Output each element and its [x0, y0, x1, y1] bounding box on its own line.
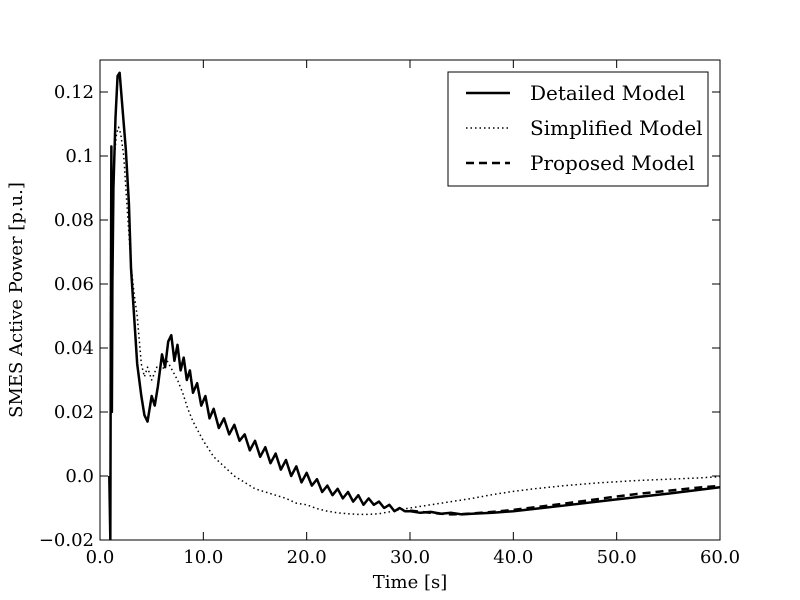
- x-tick-label: 30.0: [390, 547, 430, 568]
- axis-ticks: [99, 60, 721, 541]
- x-tick-label: 20.0: [287, 547, 327, 568]
- y-tick-label: 0.0: [65, 466, 94, 487]
- x-tick-label: 60.0: [700, 547, 740, 568]
- y-tick-label: 0.04: [54, 338, 94, 359]
- x-tick-label: 0.0: [86, 547, 115, 568]
- y-tick-label: 0.08: [54, 210, 94, 231]
- x-tick-label: 10.0: [183, 547, 223, 568]
- x-tick-label: 40.0: [493, 547, 533, 568]
- x-tick-label: 50.0: [597, 547, 637, 568]
- plot-area: [108, 71, 720, 540]
- legend-box: [447, 71, 709, 187]
- legend-entry-simplified: Simplified Model: [530, 116, 703, 140]
- legend: Detailed Model Simplified Model Proposed…: [447, 71, 709, 187]
- x-axis-label: Time [s]: [373, 572, 448, 593]
- y-tick-label: −0.02: [39, 530, 94, 551]
- y-tick-label: 0.06: [54, 274, 94, 295]
- y-tick-label: 0.02: [54, 402, 94, 423]
- series-line-simplified-model: [108, 126, 720, 540]
- series-line-proposed-model: [409, 484, 720, 516]
- y-tick-label: 0.12: [54, 82, 94, 103]
- series-line-detailed-model: [108, 71, 720, 540]
- legend-entry-proposed: Proposed Model: [530, 151, 695, 175]
- tick-labels: 0.0 10.0 20.0 30.0 40.0 50.0 60.0−0.020.00.020…: [39, 82, 740, 568]
- y-tick-label: 0.1: [65, 146, 94, 167]
- y-axis-label: SMES Active Power [p.u.]: [6, 182, 27, 418]
- legend-entry-detailed: Detailed Model: [530, 81, 685, 105]
